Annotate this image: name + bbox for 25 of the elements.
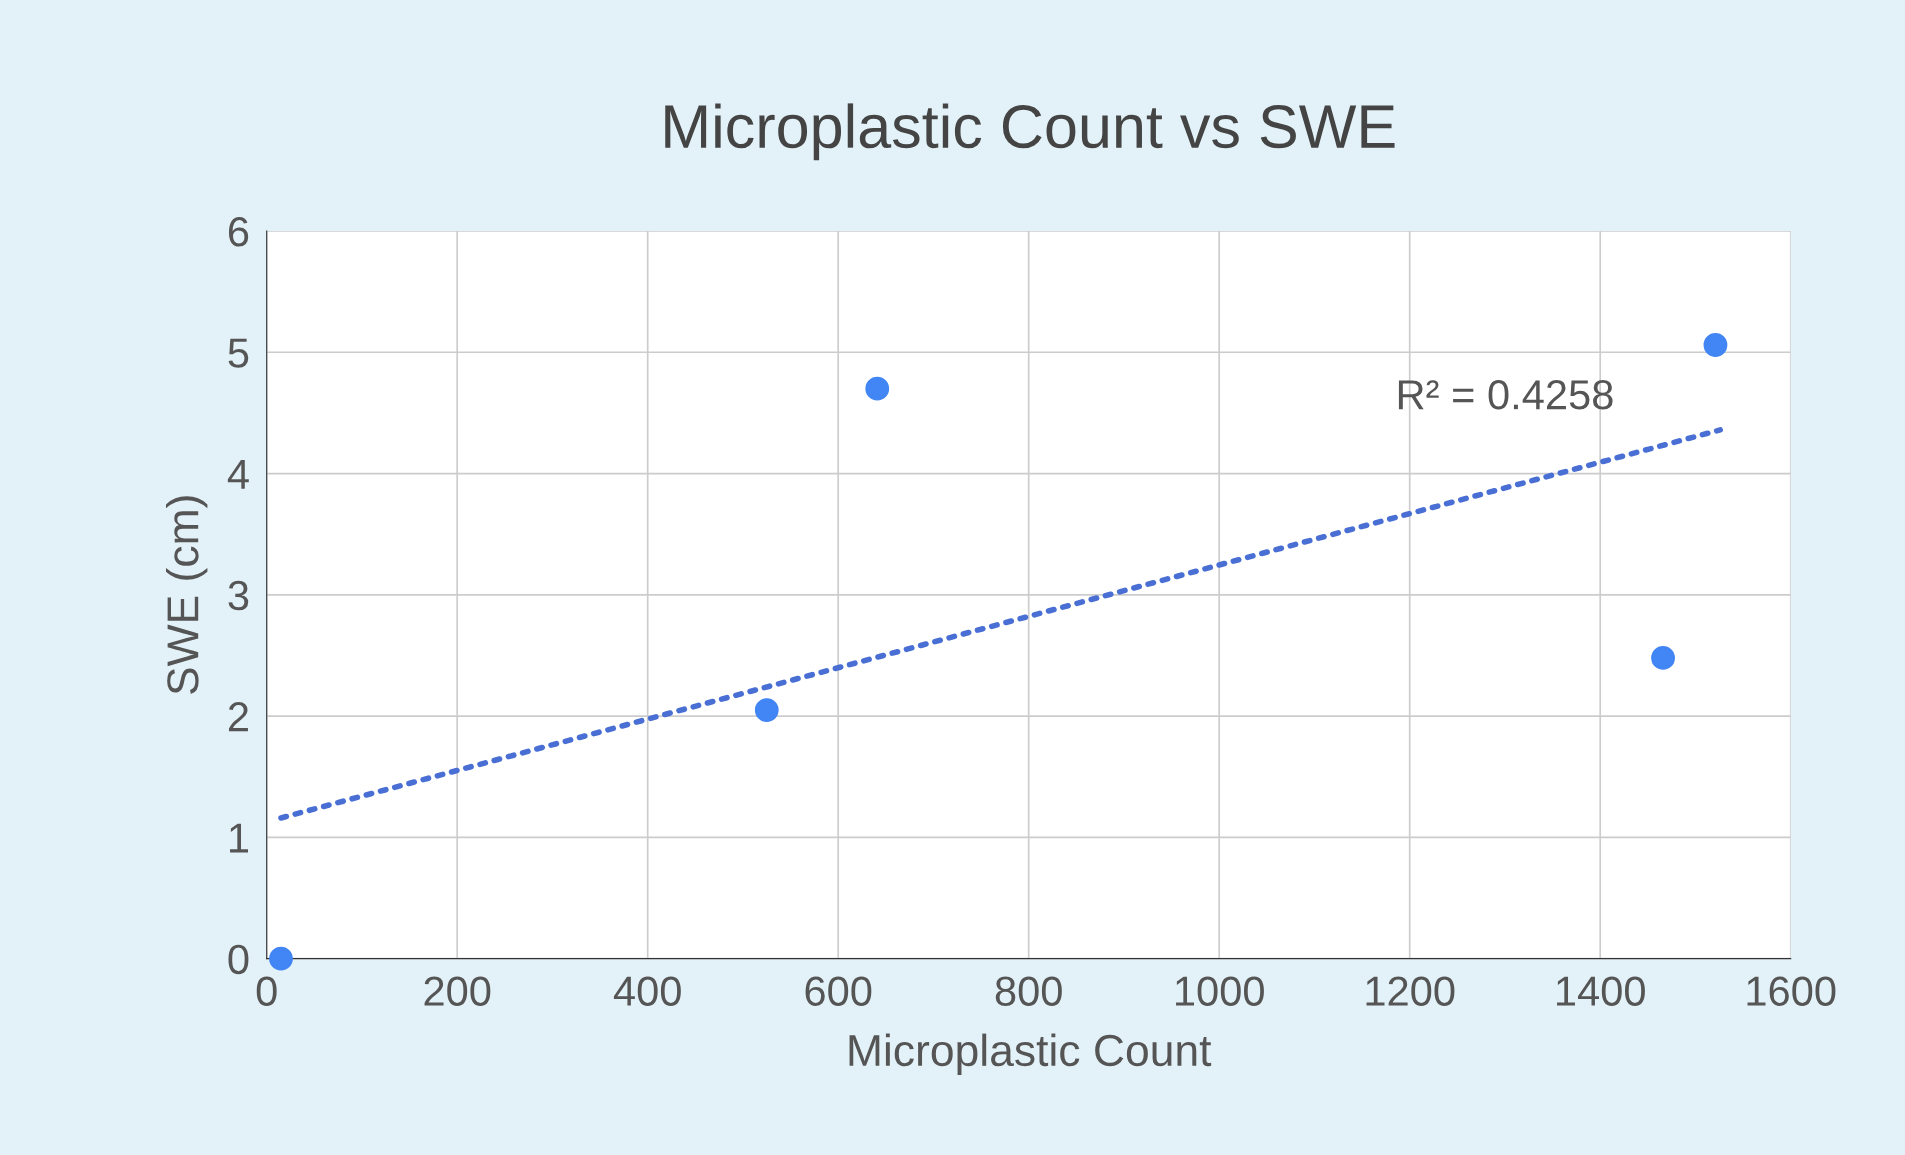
x-tick-label: 0 <box>256 976 277 1006</box>
chart-title: Microplastic Count vs SWE <box>665 103 1395 161</box>
point <box>865 376 890 401</box>
x-tick-label: 800 <box>995 976 1062 1006</box>
point <box>1703 333 1728 357</box>
x-tick-label: 1200 <box>1366 976 1455 1006</box>
y-axis-title: SWE (cm) <box>165 496 208 695</box>
y-tick-label: 3 <box>228 580 249 611</box>
annotation: R² = 0.4258 <box>1398 380 1613 410</box>
x-tick-label: 400 <box>613 976 681 1006</box>
x-axis-title: Microplastic Count <box>849 1033 1212 1076</box>
x-tick-label: 600 <box>805 976 872 1006</box>
point <box>1651 645 1675 670</box>
point <box>269 946 293 971</box>
y-tick-label: 5 <box>228 338 249 368</box>
y-tick-label: 1 <box>230 823 248 853</box>
y-tick-label: 0 <box>228 944 249 975</box>
y-tick-label: 2 <box>228 702 248 732</box>
x-tick-label: 1400 <box>1557 976 1645 1006</box>
y-tick-label: 4 <box>227 459 249 489</box>
x-tick-label: 1600 <box>1747 976 1836 1006</box>
x-tick-label: 200 <box>424 976 491 1006</box>
point <box>754 698 779 722</box>
x-tick-label: 1000 <box>1176 976 1264 1006</box>
y-tick-label: 6 <box>228 217 249 247</box>
